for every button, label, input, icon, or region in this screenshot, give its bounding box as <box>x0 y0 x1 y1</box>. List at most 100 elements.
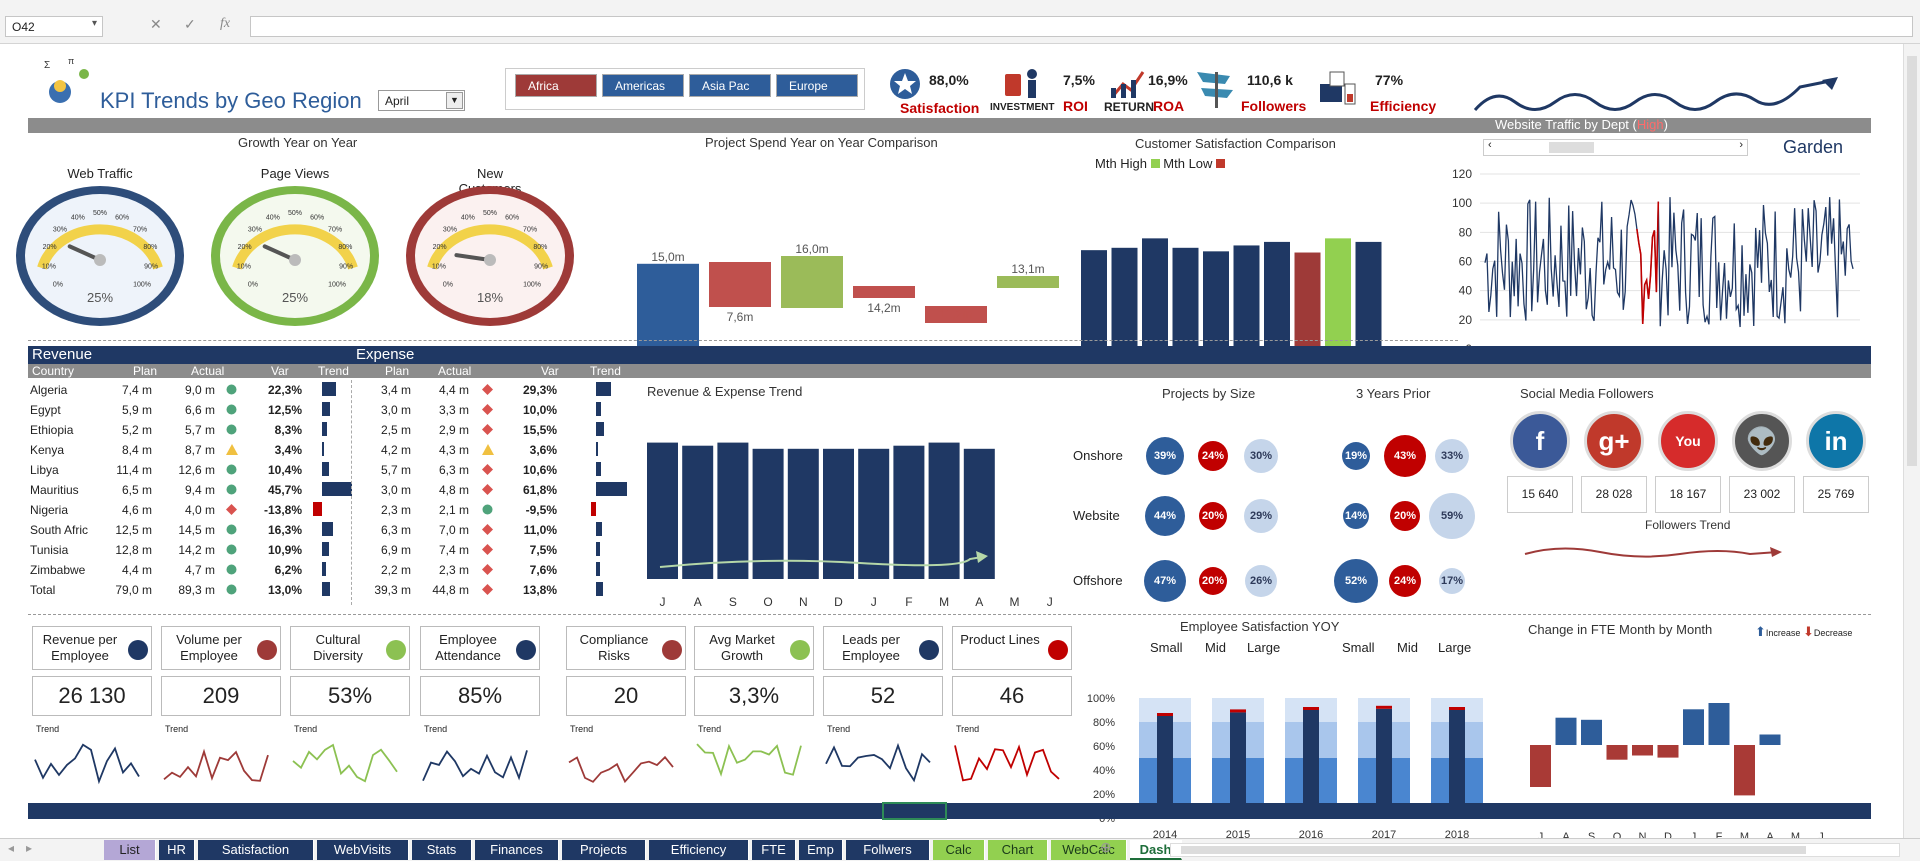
exp-actual-cell: 4,8 m <box>438 483 469 497</box>
chevron-left-icon[interactable]: ‹ <box>1488 139 1492 151</box>
fte-month: F <box>1716 831 1723 843</box>
rev-trend-bar <box>322 522 333 536</box>
rev-actual-cell: 14,5 m <box>178 523 215 537</box>
trend-label: Trend <box>570 724 594 734</box>
table-row: Total 79,0 m 89,3 m 13,0% 39,3 m 44,8 m 13,8% <box>30 580 630 600</box>
trend-chart-title: Revenue & Expense Trend <box>647 384 803 399</box>
tab-projects[interactable]: Projects <box>562 840 646 860</box>
tab-efficiency[interactable]: Efficiency <box>649 840 749 860</box>
tab-satisfaction[interactable]: Satisfaction <box>198 840 314 860</box>
tab-calc[interactable]: Calc <box>933 840 985 860</box>
kpi-strip: 88,0% Satisfaction INVESTMENT 7,5% ROI R… <box>885 62 1445 122</box>
kpi-card-3: Employee Attendance <box>420 626 540 670</box>
scroll-thumb[interactable] <box>1907 56 1917 466</box>
tab-chart[interactable]: Chart <box>988 840 1048 860</box>
region-button-americas[interactable]: Americas <box>602 74 684 97</box>
custsat-bar <box>1233 245 1260 354</box>
region-button-asia-pac[interactable]: Asia Pac <box>689 74 771 97</box>
tab-follwers[interactable]: Follwers <box>846 840 930 860</box>
selected-cell[interactable] <box>882 802 947 820</box>
chevron-left-icon[interactable]: ◂ <box>8 841 15 855</box>
tab-webcalc[interactable]: WebCalc <box>1051 840 1127 860</box>
gauge-tick: 90% <box>144 263 158 270</box>
table-row: South Afric 12,5 m 14,5 m 16,3% 6,3 m 7,0 m 11… <box>30 520 630 540</box>
gauge-band <box>427 224 553 270</box>
project-bubble: 43% <box>1384 435 1426 477</box>
tab-finances[interactable]: Finances <box>475 840 559 860</box>
facebook-icon[interactable]: f <box>1510 411 1570 471</box>
name-box[interactable]: O42 ▾ <box>5 16 103 37</box>
y-tick: 100 <box>1452 196 1472 210</box>
social-title: Social Media Followers <box>1520 386 1654 401</box>
tab-list[interactable]: List <box>104 840 156 860</box>
gauge-value: 25% <box>86 290 114 305</box>
linkedin-icon[interactable]: in <box>1806 411 1866 471</box>
cancel-icon[interactable]: ✕ <box>150 16 162 32</box>
youtube-icon[interactable]: You <box>1658 411 1718 471</box>
google-plus-icon[interactable]: g+ <box>1584 411 1644 471</box>
trend-label: Trend <box>424 724 448 734</box>
emp-sat-bar <box>1376 708 1392 818</box>
table-row: Kenya 8,4 m 8,7 m 3,4% 4,2 m 4,3 m 3,6% <box>30 440 630 460</box>
fte-month: M <box>1740 831 1749 843</box>
chevron-down-icon[interactable]: ▼ <box>446 92 463 109</box>
header-plan: Plan <box>133 364 158 378</box>
formula-input[interactable] <box>250 16 1913 37</box>
gauge-tick: 50% <box>93 210 107 217</box>
table-row: Tunisia 12,8 m 14,2 m 10,9% 6,9 m 7,4 m 7,5% <box>30 540 630 560</box>
scroll-thumb[interactable] <box>1549 142 1594 153</box>
rev-var-cell: -13,8% <box>263 503 302 517</box>
tab-stats[interactable]: Stats <box>412 840 472 860</box>
gauge-tick: 20% <box>238 244 252 251</box>
green-circle-icon <box>226 564 237 575</box>
chevron-down-icon[interactable]: ▾ <box>91 18 97 29</box>
rev-actual-cell: 9,0 m <box>184 383 215 397</box>
roa-value: 16,9% <box>1148 72 1188 88</box>
table-row: Libya 11,4 m 12,6 m 10,4% 5,7 m 6,3 m 10,6% <box>30 460 630 480</box>
enter-icon[interactable]: ✓ <box>184 16 196 32</box>
reddit-icon[interactable]: 👽 <box>1732 411 1792 471</box>
vertical-scrollbar[interactable] <box>1903 44 1920 838</box>
table-row: Zimbabwe 4,4 m 4,7 m 6,2% 2,2 m 2,3 m 7,6% <box>30 560 630 580</box>
spend-bar <box>925 306 987 323</box>
gauge-tick: 30% <box>248 226 262 233</box>
fte-month: J <box>1691 831 1697 843</box>
chevron-right-icon[interactable]: ▸ <box>26 841 33 855</box>
tab-webvisits[interactable]: WebVisits <box>317 840 409 860</box>
tab-dash[interactable]: Dash <box>1130 840 1182 860</box>
projects-col-label: Large <box>1247 640 1281 655</box>
svg-text:π: π <box>68 56 74 66</box>
growth-title: Growth Year on Year <box>238 135 358 150</box>
region-button-europe[interactable]: Europe <box>776 74 858 97</box>
red-diamond-icon <box>482 464 493 475</box>
kpi-card-value: 53% <box>290 676 410 716</box>
function-icon[interactable]: fx <box>220 16 231 31</box>
exp-actual-cell: 2,3 m <box>438 563 469 577</box>
legend-high: Mth High <box>1095 156 1148 171</box>
exp-var-cell: 3,6% <box>529 443 557 457</box>
exp-plan-cell: 39,3 m <box>374 583 411 597</box>
rev-var-cell: 22,3% <box>267 383 302 397</box>
scroll-thumb[interactable] <box>1181 846 1806 854</box>
rev-var-cell: 8,3% <box>274 423 302 437</box>
table-row: Egypt 5,9 m 6,6 m 12,5% 3,0 m 3,3 m 10,0% <box>30 400 630 420</box>
sparkline-path <box>292 743 398 783</box>
projects-col-label: Mid <box>1205 640 1226 655</box>
chevron-right-icon[interactable]: › <box>1739 139 1743 151</box>
month-select[interactable]: April ▼ <box>378 90 465 111</box>
dept-scrollbar[interactable]: ‹ › <box>1483 139 1748 156</box>
rev-plan-cell: 5,2 m <box>121 423 152 437</box>
emp-target-marker <box>1157 713 1173 716</box>
tab-hr[interactable]: HR <box>159 840 195 860</box>
green-circle-icon <box>226 484 237 495</box>
add-sheet-icon[interactable]: ⊕ <box>1100 839 1112 855</box>
warning-triangle-icon <box>482 444 494 455</box>
tab-fte[interactable]: FTE <box>752 840 796 860</box>
satisfaction-label: Satisfaction <box>900 100 980 116</box>
gauge-tick: 60% <box>505 214 519 221</box>
horizontal-scrollbar[interactable] <box>1170 843 1900 857</box>
region-button-africa[interactable]: Africa <box>515 74 597 97</box>
trend-label: Trend <box>36 724 60 734</box>
tab-emp[interactable]: Emp <box>799 840 843 860</box>
